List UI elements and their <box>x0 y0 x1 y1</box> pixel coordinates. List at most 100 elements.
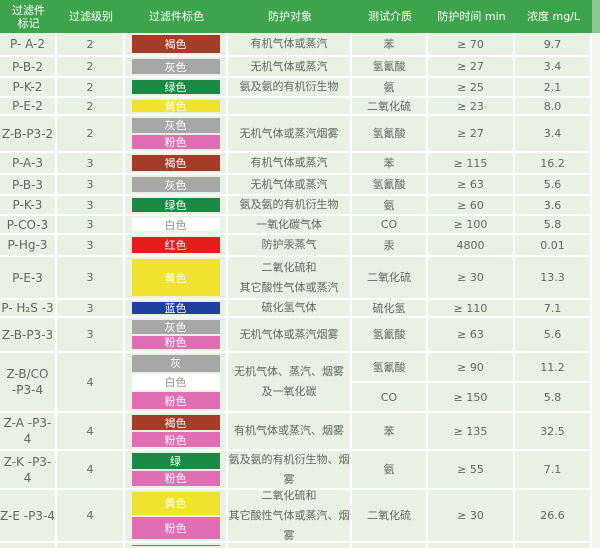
color-swatch: 绿色 <box>131 80 220 94</box>
protection-time: ≥ 115 <box>428 153 515 175</box>
header-filter-mark-line1: 过滤件 <box>12 3 45 17</box>
filter-mark: P-Hg-3 <box>0 235 57 257</box>
concentration: 5.6 <box>515 175 592 196</box>
concentration: 3.6 <box>515 196 592 216</box>
concentration: 5.8 <box>543 390 562 404</box>
color-swatch: 黄色 <box>131 492 220 515</box>
color-swatch: 蓝色 <box>131 302 220 314</box>
right-edge <box>592 451 600 490</box>
filter-level: 4 <box>57 451 125 490</box>
color-swatch-cell: 黄色 <box>125 98 228 116</box>
filter-level: 2 <box>57 33 125 57</box>
color-swatch: 白色 <box>131 218 220 231</box>
color-swatch: 绿 <box>131 453 220 469</box>
protection-time-text: 4800 <box>456 238 485 252</box>
filter-mark-text: P-Hg-3 <box>7 238 48 252</box>
filter-level: 2 <box>57 98 125 116</box>
header-protection-target: 防护对象 <box>268 10 312 23</box>
protection-time-text: ≥ 100 <box>453 218 488 231</box>
table-row: P-B-3 3 灰色 无机气体或蒸汽 氢氰酸 ≥ 63 5.6 <box>0 175 600 196</box>
test-medium-text: 二氧化硫 <box>367 99 411 113</box>
test-medium-text: CO <box>380 218 398 231</box>
header-test-medium: 测试介质 <box>368 10 412 23</box>
filter-mark: Z-B/CO -P3-4 <box>0 353 57 413</box>
table-row-partial <box>0 543 600 548</box>
test-medium: 氨 <box>352 451 428 490</box>
concentration-cell: 11.2 5.8 <box>515 353 592 413</box>
concentration-text: 0.01 <box>540 238 565 252</box>
test-medium: 氨 <box>352 196 428 216</box>
concentration: 11.2 <box>515 353 590 383</box>
filter-level-text: 3 <box>86 301 94 315</box>
protection-target: 有机气体或蒸汽 <box>228 33 352 57</box>
right-edge <box>592 300 600 318</box>
test-medium: 二氧化硫 <box>352 98 428 116</box>
test-medium-text: 氢氰酸 <box>372 178 406 191</box>
protection-time: ≥ 135 <box>428 413 515 451</box>
color-swatch-cell: 褐色 <box>125 33 228 57</box>
test-medium-cell: 氢氰酸 CO <box>352 353 428 413</box>
color-swatch-cell: 灰白色 粉色 <box>125 353 228 413</box>
test-medium-text: 氢氰酸 <box>372 60 406 73</box>
protection-target-text: 氨及氨的有机衍生物 <box>239 80 339 93</box>
filter-mark: P-A-3 <box>0 153 57 175</box>
concentration-text: 7.1 <box>543 301 562 315</box>
protection-time: ≥ 30 <box>428 257 515 300</box>
protection-time-text: ≥ 63 <box>457 178 484 191</box>
color-swatch: 白色 <box>131 373 220 391</box>
concentration <box>515 543 592 548</box>
table-row: P-K-3 3 绿色 氨及氨的有机衍生物 氨 ≥ 60 3.6 <box>0 196 600 216</box>
right-edge <box>592 413 600 451</box>
protection-time: ≥ 100 <box>428 216 515 235</box>
filter-mark-text: P-E-2 <box>12 99 43 113</box>
concentration-text: 9.7 <box>543 37 562 51</box>
test-medium-text: 硫化氢 <box>372 301 406 315</box>
filter-mark-text: P-A-3 <box>12 156 43 170</box>
protection-target: 二氧化硫和 其它酸性气体或蒸汽、烟雾 <box>228 490 352 543</box>
concentration-text: 2.1 <box>543 80 562 94</box>
color-swatch-cell: 褐色 粉色 <box>125 413 228 451</box>
right-edge <box>592 353 600 413</box>
filter-level: 3 <box>57 153 125 175</box>
test-medium: CO <box>380 390 398 404</box>
protection-time-cell: ≥ 90 ≥ 150 <box>428 353 515 413</box>
color-swatch: 褐色 <box>131 155 220 171</box>
filter-mark-text: Z-A -P3-4 <box>3 416 52 446</box>
protection-time-text: ≥ 63 <box>457 328 484 341</box>
color-swatch-cell: 灰色 <box>125 57 228 78</box>
concentration-text: 26.6 <box>540 509 565 522</box>
protection-target: 无机气体或蒸汽烟雾 <box>228 318 352 353</box>
concentration: 13.3 <box>515 257 592 300</box>
filter-level-text: 2 <box>86 127 94 140</box>
color-swatch: 灰色 <box>131 59 220 74</box>
filter-level-text: 2 <box>86 99 94 113</box>
concentration: 7.1 <box>515 451 592 490</box>
table-row: Z-K -P3-4 4 绿粉色 氨及氨的有机衍生物、烟雾 氨 ≥ 55 7.1 <box>0 451 600 490</box>
protection-target: 氨及氨的有机衍生物 <box>228 196 352 216</box>
test-medium: 氨 <box>352 78 428 98</box>
filter-level-text: 3 <box>86 218 94 231</box>
color-swatch-cell: 绿粉色 <box>125 451 228 490</box>
filter-level: 4 <box>57 353 125 413</box>
color-swatch-cell: 黄色 <box>125 257 228 300</box>
table-row: P-B-2 2 灰色 无机气体或蒸汽 氢氰酸 ≥ 27 3.4 <box>0 57 600 78</box>
protection-time: ≥ 25 <box>428 78 515 98</box>
right-edge <box>592 257 600 300</box>
table-row: Z-A -P3-4 4 褐色 粉色 有机气体或蒸汽、烟雾苯 ≥ 135 32.5 <box>0 413 600 451</box>
test-medium-text: 苯 <box>383 424 395 438</box>
color-swatch: 黄色 <box>131 100 220 112</box>
right-edge <box>592 33 600 57</box>
protection-time-text: ≥ 30 <box>457 271 484 284</box>
concentration: 8.0 <box>515 98 592 116</box>
test-medium-text: 苯 <box>383 37 395 51</box>
filter-level-text: 2 <box>86 60 94 73</box>
color-swatch-cell: 灰色 <box>125 175 228 196</box>
protection-time-text: ≥ 115 <box>453 156 488 170</box>
color-swatch-cell <box>125 543 228 548</box>
right-edge <box>592 490 600 543</box>
test-medium-text: 氨 <box>383 80 395 94</box>
protection-target: 无机气体或蒸汽 <box>228 57 352 78</box>
concentration: 7.1 <box>515 300 592 318</box>
table-row: Z-B/CO -P3-4 4 灰白色 粉色 无机气体、蒸汽、烟雾 及一氧化碳 氢氰酸 CO ≥ 9… <box>0 353 600 413</box>
